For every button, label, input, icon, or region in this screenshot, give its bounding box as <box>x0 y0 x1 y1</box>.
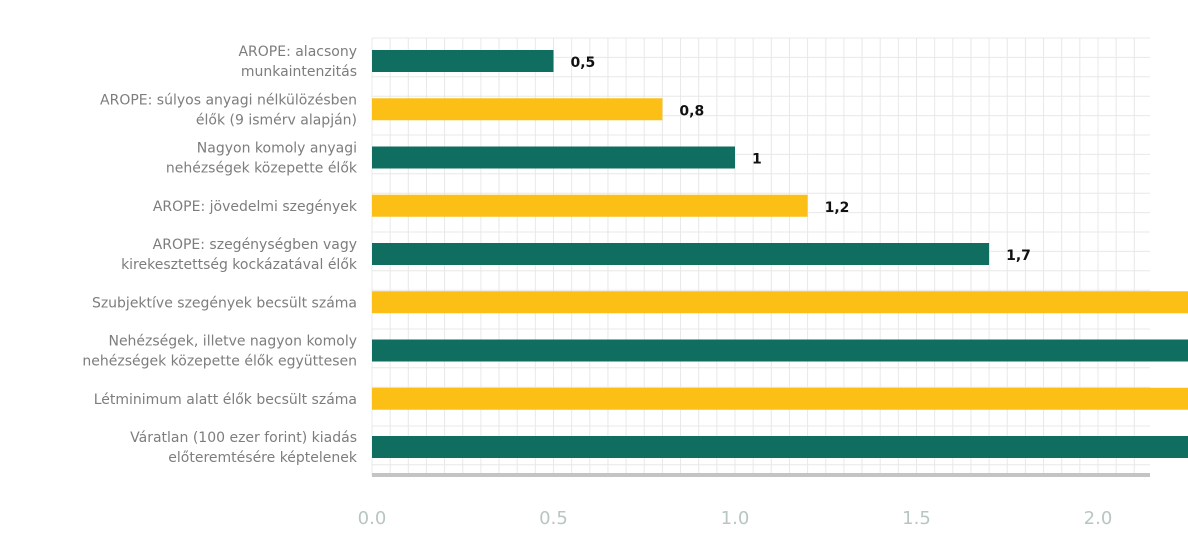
category-label: Szubjektíve szegények becsült száma <box>92 295 357 311</box>
x-tick-label: 0.0 <box>358 508 387 529</box>
x-axis-line <box>372 473 1150 477</box>
bar <box>372 98 662 120</box>
bars <box>372 50 1188 458</box>
x-tick-label: 1.5 <box>902 508 931 529</box>
data-label: 0,5 <box>571 55 596 71</box>
data-label: 1,2 <box>825 200 850 216</box>
x-tick-label: 2.0 <box>1084 508 1113 529</box>
bar <box>372 50 554 72</box>
x-axis: 0.00.51.01.52.02.53.03.54.0 <box>358 473 1188 529</box>
category-label: AROPE: jövedelmi szegények <box>153 199 358 215</box>
bar <box>372 147 735 169</box>
x-tick-label: 1.0 <box>721 508 750 529</box>
data-label: 1 <box>752 152 762 168</box>
data-label: 1,7 <box>1006 248 1031 264</box>
data-label: 0,8 <box>679 103 704 119</box>
category-label: Létminimum alatt élők becsült száma <box>94 392 357 408</box>
x-tick-label: 0.5 <box>539 508 568 529</box>
bar <box>372 291 1188 313</box>
bar <box>372 340 1188 362</box>
bar <box>372 195 808 217</box>
bar <box>372 243 989 265</box>
bar <box>372 388 1188 410</box>
bar <box>372 436 1188 458</box>
